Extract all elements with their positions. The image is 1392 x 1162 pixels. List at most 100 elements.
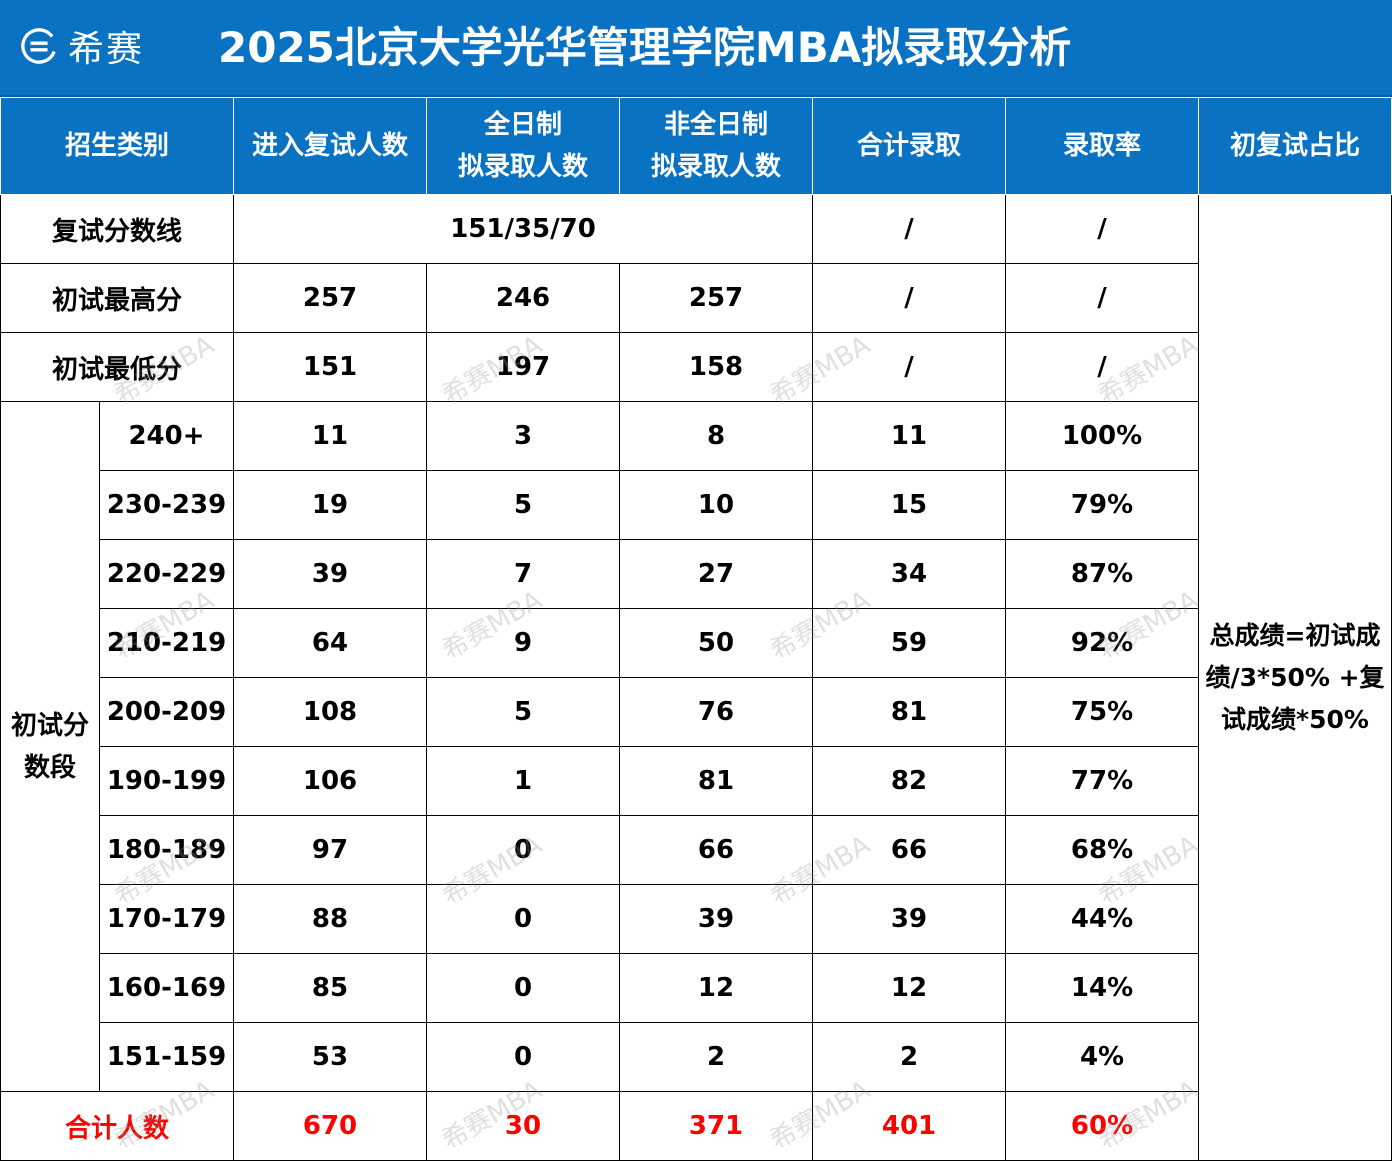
col-full-time-line2: 拟录取人数 [458, 152, 589, 182]
cell-part-time: 12 [619, 953, 814, 1023]
cell-rate: 87% [1005, 539, 1200, 609]
table-row: 170-179 88 0 39 39 44% [1, 884, 1392, 954]
table-row: 复试分数线 151/35/70 / / 总成绩=初试成 绩/3*50% +复 试… [0, 194, 1392, 1161]
cell-entered: 151 [233, 332, 428, 402]
table-row: 230-239 19 5 10 15 79% [1, 470, 1392, 540]
cell-entered: 39 [233, 539, 428, 609]
cell-entered: 64 [233, 608, 428, 678]
col-entered: 进入复试人数 [233, 97, 428, 195]
cell-part-time: 10 [619, 470, 814, 540]
col-part-time-line1: 非全日制 [664, 110, 769, 140]
cell-total: 39 [812, 884, 1007, 954]
row-label: 初试最低分 [0, 332, 235, 402]
cell-rate: 92% [1005, 608, 1200, 678]
cell-rate: / [1005, 332, 1200, 402]
cell-rate: 100% [1005, 401, 1200, 471]
cell-full-time: 0 [426, 884, 621, 954]
band-range: 220-229 [98, 539, 235, 609]
cell-full-time: 1 [426, 746, 621, 816]
band-range: 160-169 [98, 953, 235, 1023]
band-group-label: 初试分 数段 [0, 401, 100, 1092]
cell-entered: 97 [233, 815, 428, 885]
band-range: 151-159 [98, 1022, 235, 1092]
cell-full-time: 5 [426, 470, 621, 540]
cell-full-time: 0 [426, 1022, 621, 1092]
cell-full-time: 30 [426, 1091, 621, 1161]
cell-rate: / [1005, 194, 1200, 264]
cell-total: 401 [812, 1091, 1007, 1161]
retest-line-value: 151/35/70 [233, 194, 814, 264]
cell-rate: 14% [1005, 953, 1200, 1023]
cell-total: 66 [812, 815, 1007, 885]
title-banner: 希赛 2025北京大学光华管理学院MBA拟录取分析 [0, 0, 1392, 97]
cell-rate: 60% [1005, 1091, 1200, 1161]
cell-entered: 670 [233, 1091, 428, 1161]
cell-total: / [812, 263, 1007, 333]
band-range: 200-209 [98, 677, 235, 747]
score-ratio-note: 总成绩=初试成 绩/3*50% +复 试成绩*50% [1198, 194, 1392, 1161]
band-group-line: 数段 [23, 752, 76, 783]
cell-rate: 44% [1005, 884, 1200, 954]
cell-entered: 88 [233, 884, 428, 954]
page-title: 2025北京大学光华管理学院MBA拟录取分析 [218, 23, 1072, 72]
cell-rate: 68% [1005, 815, 1200, 885]
table-row: 180-189 97 0 66 66 68% [1, 815, 1392, 885]
table-row: 160-169 85 0 12 12 14% [1, 953, 1392, 1023]
table-row: 初试分 数段 240+ 11 3 8 11 100% [0, 401, 1392, 1092]
cell-part-time: 66 [619, 815, 814, 885]
admission-table: 招生类别 进入复试人数 全日制 拟录取人数 非全日制 拟录取人数 合计录取 录取… [0, 97, 1392, 1161]
brand-name: 希赛 [68, 29, 145, 70]
cell-part-time: 50 [619, 608, 814, 678]
cell-part-time: 76 [619, 677, 814, 747]
row-label: 初试最高分 [0, 263, 235, 333]
col-category: 招生类别 [0, 97, 235, 195]
table-row: 初试最高分 257 246 257 / / [0, 263, 1392, 333]
cell-part-time: 39 [619, 884, 814, 954]
cell-rate: 4% [1005, 1022, 1200, 1092]
cell-total: 12 [812, 953, 1007, 1023]
cell-part-time: 257 [619, 263, 814, 333]
col-part-time: 非全日制 拟录取人数 [619, 97, 814, 195]
table-row: 200-209 108 5 76 81 75% [1, 677, 1392, 747]
cell-part-time: 8 [619, 401, 814, 471]
col-full-time: 全日制 拟录取人数 [426, 97, 621, 195]
cell-part-time: 158 [619, 332, 814, 402]
band-group-line: 初试分 [10, 710, 89, 741]
cell-total: 81 [812, 677, 1007, 747]
cell-total: 82 [812, 746, 1007, 816]
cell-rate: / [1005, 263, 1200, 333]
cell-full-time: 246 [426, 263, 621, 333]
cell-full-time: 197 [426, 332, 621, 402]
cell-full-time: 5 [426, 677, 621, 747]
table-row: 220-229 39 7 27 34 87% [1, 539, 1392, 609]
table-row: 190-199 106 1 81 82 77% [1, 746, 1392, 816]
cell-total: 2 [812, 1022, 1007, 1092]
table-row: 初试最低分 151 197 158 / / [0, 332, 1392, 402]
band-range: 180-189 [98, 815, 235, 885]
col-part-time-line2: 拟录取人数 [651, 152, 782, 182]
cell-full-time: 0 [426, 953, 621, 1023]
cell-full-time: 3 [426, 401, 621, 471]
col-full-time-line1: 全日制 [484, 110, 563, 140]
cell-entered: 108 [233, 677, 428, 747]
note-line: 总成绩=初试成 [1209, 620, 1381, 650]
band-range: 210-219 [98, 608, 235, 678]
cell-total: 34 [812, 539, 1007, 609]
cell-rate: 77% [1005, 746, 1200, 816]
cell-entered: 53 [233, 1022, 428, 1092]
col-ratio: 初复试占比 [1198, 97, 1392, 195]
cell-total: 59 [812, 608, 1007, 678]
col-total: 合计录取 [812, 97, 1007, 195]
cell-part-time: 27 [619, 539, 814, 609]
cell-total: / [812, 194, 1007, 264]
cell-rate: 75% [1005, 677, 1200, 747]
totals-label: 合计人数 [0, 1091, 235, 1161]
band-range: 240+ [98, 401, 235, 471]
brand-logo: 希赛 [20, 24, 144, 70]
cell-part-time: 2 [619, 1022, 814, 1092]
table-row: 210-219 64 9 50 59 92% [1, 608, 1392, 678]
band-range: 230-239 [98, 470, 235, 540]
band-range: 170-179 [98, 884, 235, 954]
cell-full-time: 0 [426, 815, 621, 885]
header-row: 招生类别 进入复试人数 全日制 拟录取人数 非全日制 拟录取人数 合计录取 录取… [0, 97, 1392, 195]
